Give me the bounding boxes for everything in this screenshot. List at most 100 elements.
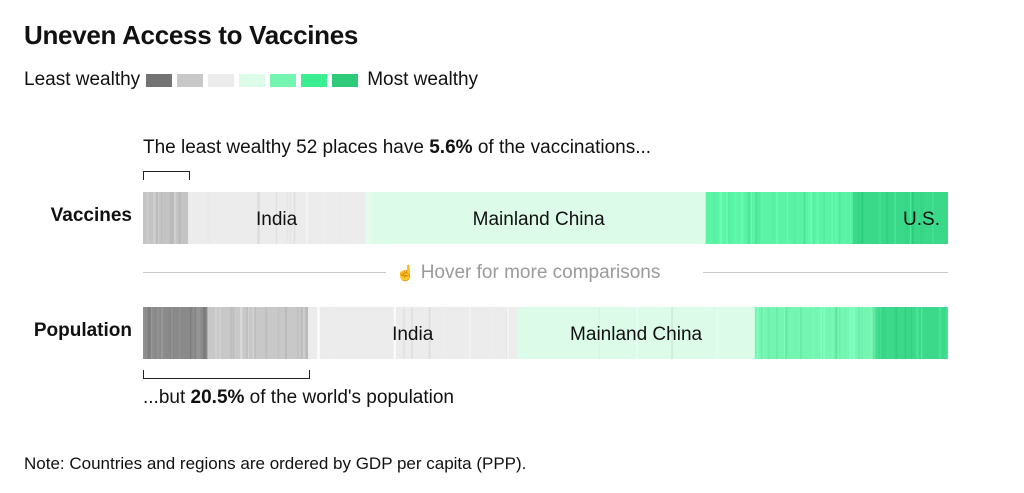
country-stripe [894,307,897,359]
country-stripe [839,192,841,244]
country-stripe [820,192,823,244]
legend-swatch-2 [177,73,204,87]
bar-segment-vaccines-lower-middle[interactable] [365,192,373,244]
country-stripe [870,307,873,359]
country-stripe [773,307,774,359]
country-stripe [835,192,838,244]
country-stripe [812,192,815,244]
country-stripe [880,307,883,359]
country-stripe [835,307,838,359]
country-stripe [776,192,778,244]
country-stripe [506,307,508,359]
country-stripe [169,307,172,359]
country-stripe [914,307,916,359]
country-stripe [756,307,759,359]
country-stripe [793,192,796,244]
country-stripe [148,307,151,359]
country-stripe [785,307,788,359]
country-stripe [193,307,196,359]
country-stripe [671,307,674,359]
country-stripe [741,192,744,244]
country-stripe [920,307,923,359]
country-stripe [733,192,736,244]
country-stripe [755,192,758,244]
bar-label-us: U.S. [903,209,940,230]
country-stripe [172,307,174,359]
country-stripe [598,307,600,359]
country-stripe [636,307,638,359]
country-stripe [196,307,199,359]
country-stripe [506,307,509,359]
bar-label-mainland-china: Mainland China [570,324,702,345]
country-stripe [831,307,834,359]
country-stripe [810,192,813,244]
country-stripe [861,192,864,244]
country-stripe [823,192,825,244]
country-stripe [221,307,223,359]
country-stripe [294,192,296,244]
country-stripe [761,307,763,359]
country-stripe [164,192,166,244]
country-stripe [916,307,919,359]
country-stripe [876,307,878,359]
country-stripe [286,192,289,244]
bar-segment-vaccines-mainland-china[interactable] [371,192,707,244]
country-stripe [725,192,728,244]
bar-segment-population-least-wealthy-light[interactable] [207,307,309,359]
country-stripe [724,192,727,244]
chart-note: Note: Countries and regions are ordered … [24,454,527,473]
country-stripe [716,307,718,359]
country-stripe [317,307,320,359]
bar-segment-population-india[interactable] [308,307,518,359]
population-bracket [143,370,310,379]
country-stripe [910,307,912,359]
country-stripe [831,192,833,244]
country-stripe [428,307,431,359]
country-stripe [851,307,854,359]
vaccines-bar-svg: India Mainland China U.S. [143,192,948,244]
country-stripe [895,307,898,359]
vaccines-bracket [143,171,190,180]
country-stripe [145,307,148,359]
bottom-annotation: ...but 20.5% of the world's population [143,387,454,409]
comparison-divider [143,272,948,273]
legend-swatch-5 [270,73,297,87]
population-bar[interactable]: India Mainland China [143,307,948,359]
country-stripe [776,307,778,359]
country-stripe [818,307,821,359]
country-stripe [820,307,822,359]
row-label-vaccines: Vaccines [50,205,132,226]
country-stripe [767,307,770,359]
country-stripe [172,192,174,244]
bar-segment-vaccines-upper-middle[interactable] [705,192,854,244]
country-stripe [846,307,848,359]
bar-segment-population-mainland-china[interactable] [517,307,756,359]
country-stripe [823,307,826,359]
country-stripe [306,307,308,359]
country-stripe [246,307,249,359]
top-annotation-value: 5.6% [429,137,473,158]
hover-prompt-text: Hover for more comparisons [420,262,661,283]
country-stripe [322,192,325,244]
bar-segment-population-upper-middle[interactable] [754,307,877,359]
country-stripe [773,192,774,244]
legend-swatch-3 [208,73,235,87]
legend-swatch-1 [146,73,173,87]
bottom-annotation-prefix: ...but [143,387,191,408]
country-stripe [800,307,802,359]
country-stripe [178,192,181,244]
country-stripe [812,307,814,359]
country-stripe [215,307,217,359]
hover-prompt[interactable]: ☝ Hover for more comparisons [396,262,660,284]
country-stripe [845,307,847,359]
country-stripe [763,307,766,359]
country-stripe [198,307,201,359]
bar-label-india: India [256,209,298,230]
chart-title: Uneven Access to Vaccines [24,20,359,50]
country-stripe [289,192,292,244]
country-stripe [907,307,910,359]
country-stripe [758,192,760,244]
vaccines-bar[interactable]: India Mainland China U.S. [143,192,948,244]
country-stripe [878,192,881,244]
country-stripe [756,307,758,359]
